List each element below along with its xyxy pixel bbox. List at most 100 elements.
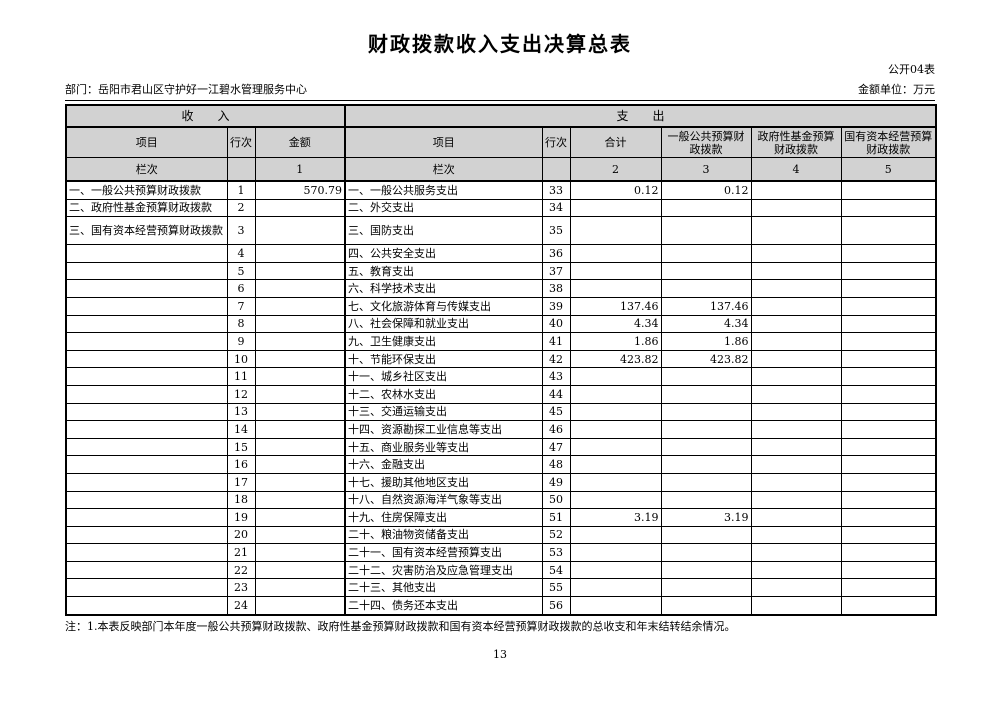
table-row: 18 十八、自然资源海洋气象等支出 50 — [65, 490, 937, 510]
income-item-cell — [65, 296, 228, 316]
income-item-cell: 三、国有资本经营预算财政拨款 — [65, 216, 228, 246]
expense-general-cell — [660, 525, 752, 545]
expense-total-cell — [569, 525, 662, 545]
income-item-cell: 二、政府性基金预算财政拨款 — [65, 198, 228, 218]
section-header-row: 收 入 支 出 — [65, 104, 937, 128]
expense-total-cell: 423.82 — [569, 349, 662, 369]
expense-general-cell — [660, 367, 752, 386]
expense-statecap-cell — [840, 261, 937, 281]
expense-line-cell: 34 — [541, 198, 571, 218]
income-line-cell: 1 — [226, 180, 256, 200]
income-amount-cell — [254, 508, 346, 527]
income-amount-cell — [254, 543, 346, 562]
income-item-cell — [65, 543, 228, 562]
col-header-income-line: 行次 — [226, 126, 256, 158]
expense-line-cell: 41 — [541, 332, 571, 351]
income-item-cell — [65, 596, 228, 616]
income-amount-cell — [254, 198, 346, 218]
income-item-cell — [65, 402, 228, 422]
col-header-expense-total: 合计 — [569, 126, 662, 158]
income-amount-cell — [254, 472, 346, 492]
expense-line-cell: 39 — [541, 296, 571, 316]
expense-line-cell: 33 — [541, 180, 571, 200]
income-amount-cell — [254, 437, 346, 457]
expense-general-cell — [660, 560, 752, 580]
income-line-cell: 21 — [226, 543, 256, 562]
income-item-cell — [65, 437, 228, 457]
expense-item-cell: 十六、金融支出 — [344, 455, 543, 474]
expense-general-cell — [660, 472, 752, 492]
expense-item-cell: 五、教育支出 — [344, 261, 543, 281]
income-line-cell: 10 — [226, 349, 256, 369]
table-row: 17 十七、援助其他地区支出 49 — [65, 472, 937, 492]
col-header-expense-general: 一般公共预算财政拨款 — [660, 126, 752, 158]
expense-statecap-cell — [840, 543, 937, 562]
expense-total-cell — [569, 472, 662, 492]
expense-total-cell — [569, 543, 662, 562]
expense-general-cell — [660, 437, 752, 457]
expense-statecap-cell — [840, 437, 937, 457]
expense-statecap-cell — [840, 578, 937, 598]
income-line-cell: 7 — [226, 296, 256, 316]
expense-general-cell — [660, 384, 752, 404]
expense-govfund-cell — [750, 180, 842, 200]
expense-total-cell: 0.12 — [569, 180, 662, 200]
income-item-cell — [65, 525, 228, 545]
expense-section-header: 支 出 — [344, 104, 937, 128]
expense-total-cell — [569, 578, 662, 598]
expense-general-cell — [660, 244, 752, 263]
table-row: 13 十三、交通运输支出 45 — [65, 402, 937, 422]
income-amount-cell — [254, 455, 346, 474]
expense-general-cell — [660, 596, 752, 616]
table-row: 11 十一、城乡社区支出 43 — [65, 367, 937, 386]
income-line-cell: 12 — [226, 384, 256, 404]
page-content: 财政拨款收入支出决算总表 公开04表 部门：岳阳市君山区守护好一江碧水管理服务中… — [65, 32, 938, 661]
expense-line-cell: 44 — [541, 384, 571, 404]
expense-item-cell: 十三、交通运输支出 — [344, 402, 543, 422]
income-line-cell: 20 — [226, 525, 256, 545]
income-item-cell — [65, 420, 228, 439]
expense-line-cell: 37 — [541, 261, 571, 281]
income-item-cell — [65, 279, 228, 298]
colindex-expense-statecap: 5 — [840, 157, 937, 182]
expense-general-cell: 4.34 — [660, 314, 752, 334]
col-header-income-item: 项目 — [65, 126, 228, 158]
table-row: 16 十六、金融支出 48 — [65, 455, 937, 474]
table-row: 9 九、卫生健康支出 41 1.86 1.86 — [65, 332, 937, 351]
income-item-cell — [65, 332, 228, 351]
expense-item-cell: 十七、援助其他地区支出 — [344, 472, 543, 492]
expense-statecap-cell — [840, 216, 937, 246]
expense-line-cell: 46 — [541, 420, 571, 439]
income-amount-cell — [254, 314, 346, 334]
expense-total-cell: 1.86 — [569, 332, 662, 351]
expense-total-cell: 3.19 — [569, 508, 662, 527]
expense-statecap-cell — [840, 349, 937, 369]
form-code-label: 公开04表 — [888, 63, 935, 76]
expense-govfund-cell — [750, 543, 842, 562]
income-amount-cell — [254, 525, 346, 545]
col-header-expense-statecap: 国有资本经营预算财政拨款 — [840, 126, 937, 158]
expense-statecap-cell — [840, 596, 937, 616]
col-header-expense-line: 行次 — [541, 126, 571, 158]
expense-total-cell — [569, 490, 662, 510]
expense-item-cell: 四、公共安全支出 — [344, 244, 543, 263]
expense-item-cell: 十一、城乡社区支出 — [344, 367, 543, 386]
expense-statecap-cell — [840, 472, 937, 492]
income-amount-cell — [254, 367, 346, 386]
expense-item-cell: 二十、粮油物资储备支出 — [344, 525, 543, 545]
income-item-cell: 一、一般公共预算财政拨款 — [65, 180, 228, 200]
table-row: 8 八、社会保障和就业支出 40 4.34 4.34 — [65, 314, 937, 334]
expense-govfund-cell — [750, 349, 842, 369]
expense-item-cell: 二十三、其他支出 — [344, 578, 543, 598]
income-amount-cell — [254, 560, 346, 580]
table-body: 一、一般公共预算财政拨款 1 570.79 一、一般公共服务支出 33 0.12 0.12 二… — [65, 180, 937, 616]
expense-general-cell — [660, 198, 752, 218]
amount-unit-label: 金额单位：万元 — [858, 83, 935, 96]
table-row: 二、政府性基金预算财政拨款 2 二、外交支出 34 — [65, 198, 937, 218]
expense-general-cell: 423.82 — [660, 349, 752, 369]
expense-general-cell — [660, 279, 752, 298]
expense-total-cell — [569, 420, 662, 439]
expense-govfund-cell — [750, 508, 842, 527]
expense-line-cell: 35 — [541, 216, 571, 246]
